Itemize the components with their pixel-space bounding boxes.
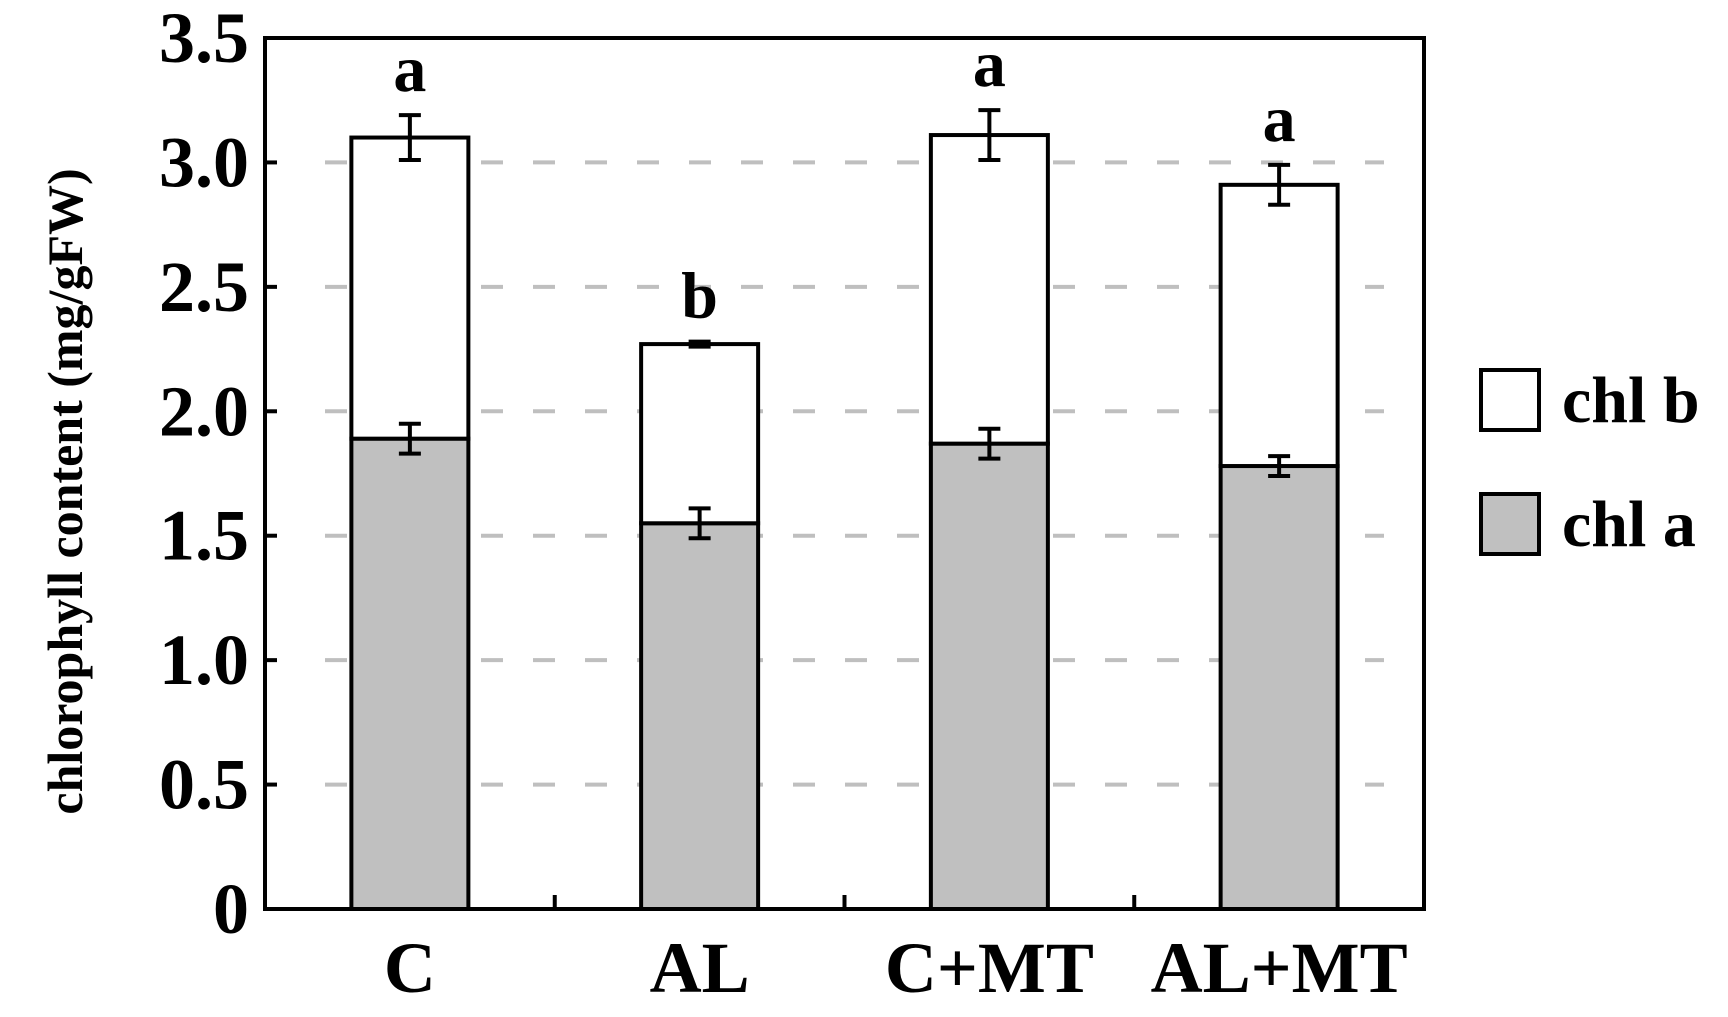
legend-item: chl b — [1479, 364, 1700, 437]
significance-label: a — [1263, 83, 1296, 156]
legend-swatch — [1479, 492, 1541, 556]
error-bar-chl-b — [688, 339, 711, 349]
y-tick-label: 0 — [213, 869, 249, 949]
significance-label: a — [393, 33, 426, 106]
error-bar-chl-b — [978, 108, 1001, 162]
axes: 0 0.5 1.0 1.5 2.0 2.5 3.0 3.5 C AL C+MT AL+MT — [159, 0, 1408, 1008]
legend: chl b chl a — [1479, 364, 1700, 561]
y-tick-label: 3.5 — [159, 0, 249, 78]
y-tick-label: 2.5 — [159, 247, 249, 327]
error-bar-chl-a — [688, 506, 711, 541]
x-tick-label: AL+MT — [1151, 928, 1408, 1008]
error-bar-chl-a — [1268, 454, 1291, 478]
error-bar-chl-b — [1268, 162, 1291, 207]
bars: a b a a — [349, 28, 1340, 911]
bar-chl-a — [639, 521, 761, 911]
y-tick-label: 1.0 — [159, 620, 249, 700]
bar-chl-b — [1218, 182, 1340, 469]
grid-lines — [325, 160, 1384, 787]
legend-swatch — [1479, 368, 1541, 432]
legend-item: chl a — [1479, 488, 1696, 561]
bar-chl-a — [928, 441, 1050, 911]
y-tick-label: 2.0 — [159, 371, 249, 451]
significance-label: b — [681, 260, 718, 333]
bar-chl-a — [349, 436, 471, 911]
bar-chl-b — [349, 135, 471, 441]
bar-chl-b — [928, 133, 1050, 446]
error-bar-chl-a — [398, 421, 421, 456]
x-tick-label: C — [384, 928, 436, 1008]
error-bar-chl-a — [978, 426, 1001, 461]
legend-label: chl b — [1562, 364, 1700, 437]
y-axis-label: chlorophyll content (mg/gFW) — [37, 168, 93, 814]
legend-label: chl a — [1562, 488, 1696, 561]
y-tick-label: 1.5 — [159, 496, 249, 576]
bar-chl-a — [1218, 464, 1340, 911]
y-tick-label: 0.5 — [159, 745, 249, 825]
x-tick-label: AL — [650, 928, 750, 1008]
error-bar-chl-b — [398, 113, 421, 162]
significance-label: a — [973, 28, 1006, 101]
y-tick-label: 3.0 — [159, 122, 249, 202]
bar-chl-b — [639, 342, 761, 526]
x-tick-label: C+MT — [885, 928, 1094, 1008]
